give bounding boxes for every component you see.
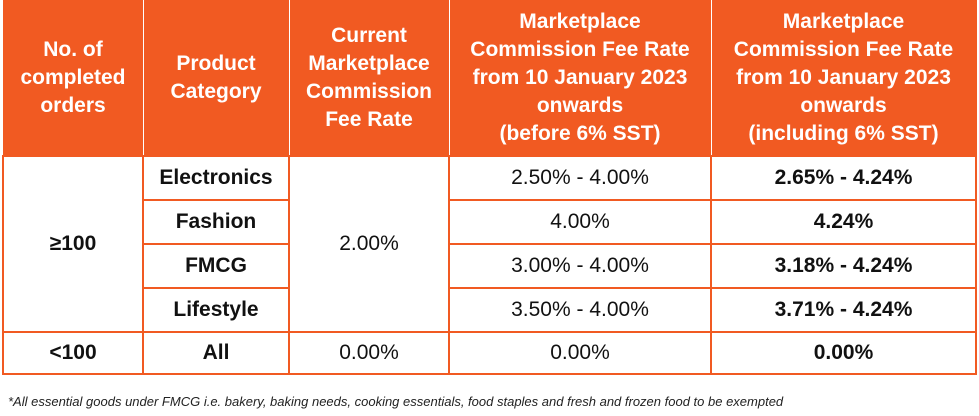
new-rate-sst-cell: 2.65% - 4.24% — [710, 155, 977, 201]
new-rate-cell: 3.50% - 4.00% — [448, 287, 712, 333]
category-cell: Fashion — [142, 199, 290, 245]
header-new-rate-sst: Marketplace Commission Fee Rate from 10 … — [710, 0, 977, 157]
header-new-rate-line: Marketplace — [519, 9, 641, 33]
table-row: <100 All 0.00% 0.00% 0.00% — [2, 331, 977, 375]
header-category-line: Category — [170, 79, 262, 103]
header-orders-line: completed — [20, 65, 126, 89]
header-current-rate-line: Commission — [305, 79, 433, 103]
header-new-rate-sst-line: Commission Fee Rate — [733, 37, 954, 61]
header-new-rate: Marketplace Commission Fee Rate from 10 … — [448, 0, 712, 157]
header-category: Product Category — [142, 0, 290, 157]
table-row: FMCG 3.00% - 4.00% 3.18% - 4.24% — [3, 243, 977, 289]
header-row: No. of completed orders Product Category… — [2, 0, 977, 157]
new-rate-sst-cell: 3.18% - 4.24% — [710, 243, 977, 289]
table-row: Fashion 4.00% 4.24% — [3, 199, 977, 245]
header-current-rate-line: Current — [331, 23, 407, 47]
header-new-rate-sst-line: onwards — [800, 93, 887, 117]
footnote: *All essential goods under FMCG i.e. bak… — [8, 394, 784, 409]
header-new-rate-line: (before 6% SST) — [499, 121, 661, 145]
header-current-rate-line: Marketplace — [308, 51, 430, 75]
header-orders-line: orders — [40, 93, 106, 117]
header-orders-line: No. of — [43, 37, 103, 61]
header-new-rate-sst-line: Marketplace — [782, 9, 905, 33]
new-rate-cell: 3.00% - 4.00% — [448, 243, 712, 289]
header-category-line: Product — [176, 51, 256, 75]
orders-ge100-cell: ≥100 — [2, 155, 144, 333]
header-new-rate-line: from 10 January 2023 — [472, 65, 688, 89]
orders-lt100-cell: <100 — [2, 331, 144, 375]
header-orders: No. of completed orders — [2, 0, 144, 157]
category-cell: Electronics — [142, 155, 290, 201]
header-new-rate-line: onwards — [536, 93, 624, 117]
new-rate-sst-cell: 4.24% — [710, 199, 977, 245]
header-new-rate-sst-line: from 10 January 2023 — [736, 65, 951, 89]
table-row: Lifestyle 3.50% - 4.00% 3.71% - 4.24% — [3, 287, 977, 333]
new-rate-cell: 0.00% — [448, 331, 712, 375]
current-rate-cell: 2.00% — [288, 155, 450, 333]
header-current-rate-line: Fee Rate — [325, 107, 413, 131]
category-cell: Lifestyle — [142, 287, 290, 333]
category-cell: All — [142, 331, 290, 375]
new-rate-sst-cell: 3.71% - 4.24% — [710, 287, 977, 333]
commission-fee-table: No. of completed orders Product Category… — [2, 0, 977, 375]
category-cell: FMCG — [142, 243, 290, 289]
new-rate-cell: 2.50% - 4.00% — [448, 155, 712, 201]
header-new-rate-sst-line: (including 6% SST) — [748, 121, 939, 145]
new-rate-sst-cell: 0.00% — [710, 331, 977, 375]
current-rate-cell: 0.00% — [288, 331, 450, 375]
header-current-rate: Current Marketplace Commission Fee Rate — [288, 0, 450, 157]
new-rate-cell: 4.00% — [448, 199, 712, 245]
header-new-rate-line: Commission Fee Rate — [470, 37, 690, 61]
table-row: ≥100 Electronics 2.00% 2.50% - 4.00% 2.6… — [2, 155, 977, 333]
